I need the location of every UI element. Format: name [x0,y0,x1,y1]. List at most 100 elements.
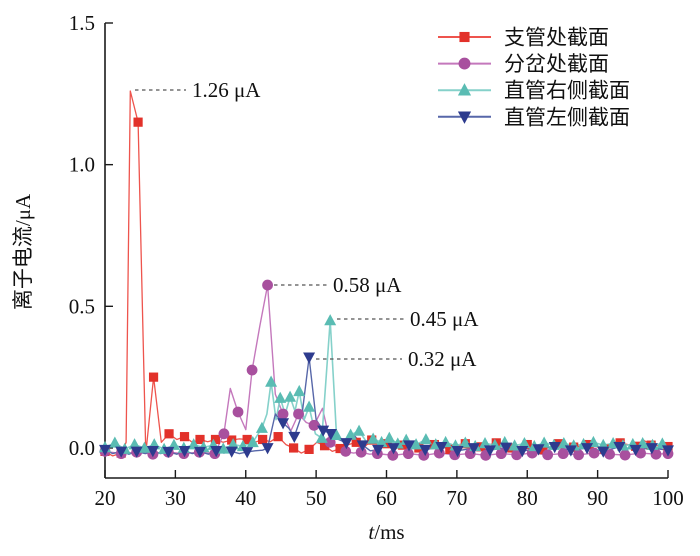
circle-marker [262,279,273,291]
triangle-up-marker [138,441,151,453]
triangle-down-marker [403,440,416,452]
square-marker [335,443,345,454]
triangle-down-marker [261,443,274,455]
triangle-up-marker [375,435,388,448]
y-axis-tick-labels: 0.0 0.5 1.0 1.5 [69,11,95,460]
square-marker [258,434,268,445]
x-tick-label: 100 [652,486,684,510]
triangle-down-marker [99,444,111,457]
triangle-up-marker [324,314,337,326]
y-tick-label: 1.0 [69,153,95,177]
x-axis-label: t/ms [368,520,404,544]
circle-marker [218,428,230,440]
circle-marker [246,364,258,376]
triangle-down-marker [303,352,316,364]
triangle-down-marker [288,431,301,444]
legend-triangle-up-icon [457,83,472,96]
triangle-down-marker [451,446,464,458]
x-tick-label: 60 [376,486,397,510]
triangle-down-marker [210,446,223,458]
square-marker [319,441,330,451]
triangle-down-marker [467,443,480,455]
annotation-label: 0.45 μA [410,307,479,331]
x-axis-tick-labels: 20 30 40 50 60 70 80 90 100 [95,486,684,510]
circle-marker [511,449,523,461]
triangle-down-marker [532,444,545,456]
legend-item-straight-pipe-right-section: 直管右侧截面 [438,79,630,103]
x-tick-label: 90 [587,486,608,510]
triangle-up-marker [274,391,287,403]
triangle-up-marker [353,424,366,436]
x-tick-label: 70 [446,486,467,510]
triangle-down-marker [387,443,400,455]
triangle-up-marker [330,428,343,441]
triangle-down-marker [162,446,175,459]
circle-marker [277,408,289,420]
triangle-up-marker [284,390,297,402]
legend-item-branch-section: 支管处截面 [438,26,609,50]
circle-marker [402,448,414,460]
annotation-0.58: 0.58 μA [274,273,402,297]
triangle-down-marker [548,442,561,454]
square-marker [382,439,392,449]
y-tick-label: 1.5 [69,11,95,35]
square-marker [351,437,361,447]
legend-circle-icon [458,57,471,70]
triangle-down-marker [500,442,513,454]
circle-marker [557,448,569,460]
triangle-down-marker [419,444,432,457]
annotation-label: 0.32 μA [408,347,477,371]
triangle-up-marker [108,436,121,448]
x-tick-label: 20 [95,486,116,510]
triangle-down-marker [564,445,577,457]
triangle-down-marker [317,425,330,437]
square-marker [210,434,221,445]
square-marker [304,444,314,454]
triangle-down-marker [241,447,254,459]
circle-marker [619,449,631,461]
x-tick-label: 30 [165,486,186,510]
circle-marker [604,448,615,460]
triangle-down-marker [516,446,529,458]
triangle-up-marker [459,436,472,448]
legend-triangle-down-icon [457,111,472,124]
square-marker [148,372,159,382]
triangle-up-marker [410,438,423,450]
triangle-down-marker [324,429,337,441]
circle-marker [495,448,507,460]
legend-item-fork-section: 分岔处截面 [438,52,609,76]
annotation-0.45: 0.45 μA [337,307,479,331]
triangle-up-marker [344,428,357,440]
triangle-down-marker [581,443,594,455]
square-marker [133,117,143,127]
triangle-up-marker [367,432,380,444]
square-marker [289,443,299,453]
square-marker [538,445,548,455]
square-marker [179,432,190,442]
circle-marker [573,449,585,461]
legend-label: 支管处截面 [504,26,609,50]
triangle-down-marker [115,446,128,458]
annotation-1.26: 1.26 μA [135,78,261,102]
triangle-down-marker [597,446,610,458]
x-tick-label: 50 [306,486,327,510]
triangle-down-marker [372,444,385,457]
square-marker [273,432,283,442]
triangle-down-marker [356,440,369,452]
circle-marker [387,449,399,461]
annotation-label: 1.26 μA [192,78,261,102]
x-tick-label: 80 [517,486,538,510]
y-tick-label: 0.5 [69,294,95,318]
circle-marker [308,419,320,431]
triangle-up-marker [246,435,259,448]
triangle-up-marker [255,421,268,433]
triangle-down-marker [178,446,191,458]
triangle-down-marker [629,444,642,457]
square-marker [242,434,252,445]
y-axis-label: 离子电流/μA [11,193,35,310]
y-tick-label: 0.0 [69,436,95,460]
triangle-up-marker [217,442,230,454]
square-marker [164,429,174,439]
triangle-up-marker [419,433,432,445]
